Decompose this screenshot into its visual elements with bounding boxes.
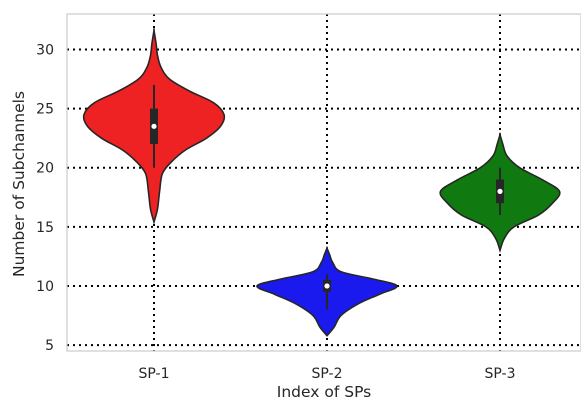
x-axis-label: Index of SPs [277,383,371,401]
violin-sp-1 [82,28,226,226]
y-tick-label: 25 [36,102,54,118]
violin-median [151,123,157,129]
y-tick-label: 30 [36,42,54,58]
violin-sp-2 [256,246,398,337]
y-tick-labels: 5 10 15 20 25 30 [36,42,54,354]
y-tick-label: 5 [45,338,54,354]
x-tick-labels: SP-1 SP-2 SP-3 [139,366,516,382]
axes [66,13,581,352]
violin-plots [82,28,561,337]
y-tick-label: 15 [36,220,54,236]
violin-sp-3 [439,132,561,253]
violin-median [497,188,503,194]
y-tick-label: 20 [36,161,54,177]
x-tick-label: SP-1 [139,366,170,382]
y-tick-label: 10 [36,279,54,295]
y-axis-label: Number of Subchannels [10,91,28,277]
x-tick-label: SP-2 [312,366,343,382]
plot-frame [66,13,581,352]
violin-median [324,283,330,289]
x-tick-label: SP-3 [485,366,516,382]
